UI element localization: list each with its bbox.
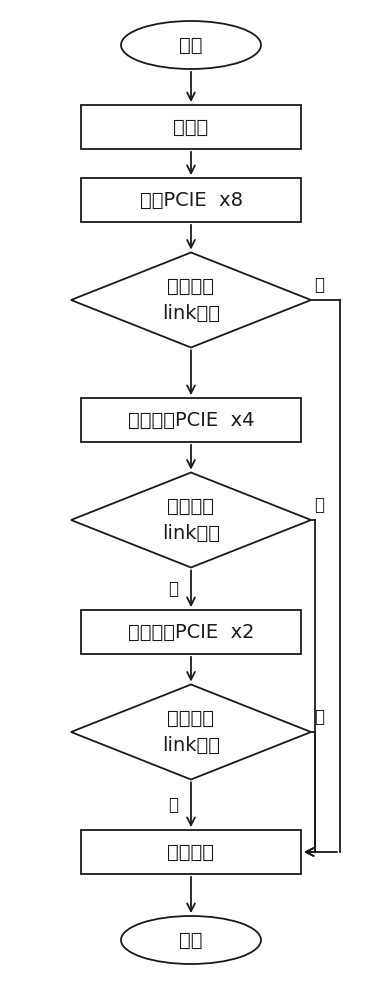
Text: 复位配置PCIE  x2: 复位配置PCIE x2 (128, 622, 254, 642)
Ellipse shape (121, 21, 261, 69)
Text: 是: 是 (314, 708, 324, 726)
Bar (81, 830, 301, 874)
Bar (81, 105, 301, 149)
Polygon shape (71, 252, 311, 348)
Text: 否: 否 (168, 580, 178, 598)
Bar (81, 398, 301, 442)
Polygon shape (71, 473, 311, 568)
Text: 读寄存器
link状态: 读寄存器 link状态 (162, 709, 220, 755)
Text: 读寄存器
link状态: 读寄存器 link状态 (162, 497, 220, 543)
Text: 否: 否 (168, 796, 178, 814)
Text: 进入系统: 进入系统 (167, 842, 214, 861)
Text: 结束: 结束 (179, 930, 203, 950)
Text: 读寄存器
link状态: 读寄存器 link状态 (162, 277, 220, 323)
Text: 开始: 开始 (179, 35, 203, 54)
Bar (81, 178, 301, 222)
Text: 是: 是 (314, 276, 324, 294)
Text: 初始化: 初始化 (173, 117, 209, 136)
Text: 配置PCIE  x8: 配置PCIE x8 (139, 190, 242, 210)
Ellipse shape (121, 916, 261, 964)
Bar (81, 610, 301, 654)
Text: 是: 是 (314, 496, 324, 514)
Polygon shape (71, 684, 311, 780)
Text: 复位配置PCIE  x4: 复位配置PCIE x4 (128, 410, 254, 430)
